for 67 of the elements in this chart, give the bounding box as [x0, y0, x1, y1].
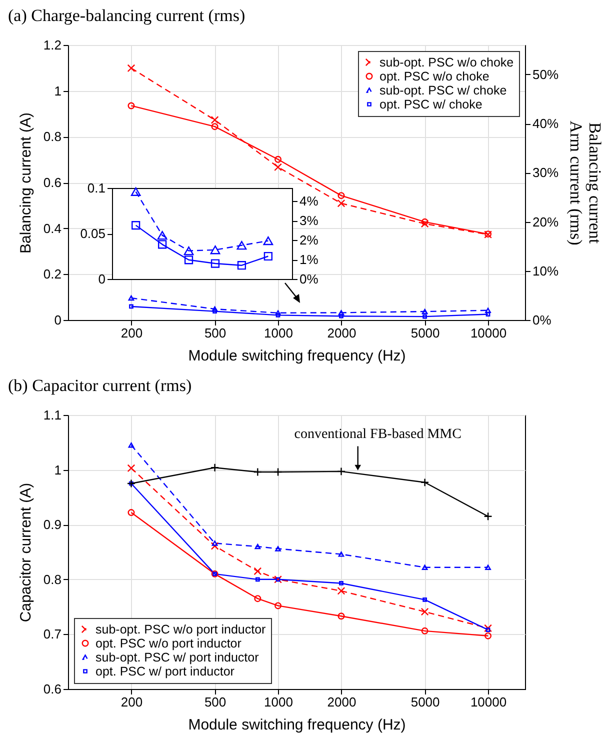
legend-label: opt. PSC w/o choke [380, 69, 490, 84]
point [236, 240, 247, 250]
x-axis-title: Module switching frequency (Hz) [188, 716, 406, 734]
y2-tick-label: 1% [300, 252, 319, 268]
point [210, 259, 220, 268]
point [158, 240, 167, 249]
legend-label: sub-opt. PSC w/ choke [380, 83, 507, 98]
x-tick-label: 200 [120, 694, 143, 710]
y2-tick-label: 20% [532, 214, 559, 230]
x-tick-label: 1000 [264, 694, 293, 710]
legend-label: sub-opt. PSC w/ port inductor [96, 650, 259, 664]
y2-tick-label: 0% [300, 272, 319, 286]
y-tick-label: 1 [54, 83, 62, 98]
legend-label: opt. PSC w/o port inductor [96, 636, 242, 650]
y-tick-label: 1.2 [43, 38, 62, 52]
x-tick-label: 500 [204, 694, 226, 710]
x-tick-label: 1000 [264, 326, 293, 340]
y-axis-title: Balancing current (A) [17, 112, 34, 254]
legend-label: sub-opt. PSC w/o choke [380, 55, 514, 70]
y2-tick-label: 10% [532, 263, 559, 278]
y-tick-label: 0.8 [43, 129, 62, 144]
y2-tick-label: 2% [300, 232, 319, 248]
chart-title: (b) Capacitor current (rms) [8, 376, 192, 395]
annotation: conventional FB-based MMC [294, 427, 462, 442]
y2-tick-label: 3% [300, 213, 319, 228]
y2-tick-label: 30% [532, 165, 559, 180]
y2-tick-label: 40% [532, 116, 559, 132]
point [130, 187, 141, 196]
point [210, 246, 220, 254]
y2-tick-label: 50% [532, 66, 559, 82]
legend-label: opt. PSC w/ choke [380, 97, 482, 112]
y-tick-label: 0 [98, 272, 106, 286]
y-axis-title: Capacitor current (A) [17, 482, 34, 622]
x-axis-title: Module switching frequency (Hz) [188, 348, 406, 364]
x-tick-label: 2000 [327, 694, 356, 710]
y-tick-label: 0.4 [43, 220, 62, 236]
x-tick-label: 10000 [470, 694, 507, 710]
chart-title: (a) Charge-balancing current (rms) [8, 6, 246, 25]
y2-tick-label: 4% [300, 194, 319, 209]
x-tick-label: 5000 [410, 694, 440, 710]
x-tick-label: 200 [120, 326, 143, 340]
point [237, 261, 246, 270]
y-tick-label: 0 [54, 312, 62, 328]
legend-label: opt. PSC w/ port inductor [96, 664, 234, 678]
x-tick-label: 500 [204, 326, 226, 340]
y-tick-label: 0.1 [87, 180, 106, 196]
x-tick-label: 5000 [410, 326, 440, 340]
point [184, 246, 194, 256]
point [264, 252, 272, 261]
point [184, 256, 194, 264]
y-tick-label: 0.7 [43, 626, 62, 642]
y-tick-label: 0.2 [43, 266, 62, 282]
x-tick-label: 10000 [470, 326, 507, 340]
point [132, 221, 140, 230]
y-tick-label: 0.6 [43, 175, 62, 190]
y-tick-label: 0.05 [80, 226, 106, 241]
y2-axis-title: Balancing current Arm current (rms) [566, 120, 605, 246]
y-tick-label: 0.6 [43, 682, 62, 696]
y-tick-label: 1.1 [43, 408, 62, 422]
point [157, 230, 168, 240]
y-tick-label: 0.9 [43, 517, 62, 532]
point [263, 236, 274, 246]
y-tick-label: 1 [54, 462, 62, 478]
x-tick-label: 2000 [327, 326, 356, 340]
legend-label: sub-opt. PSC w/o port inductor [96, 622, 266, 636]
y-tick-label: 0.8 [43, 572, 62, 587]
y2-tick-label: 0% [532, 312, 552, 328]
